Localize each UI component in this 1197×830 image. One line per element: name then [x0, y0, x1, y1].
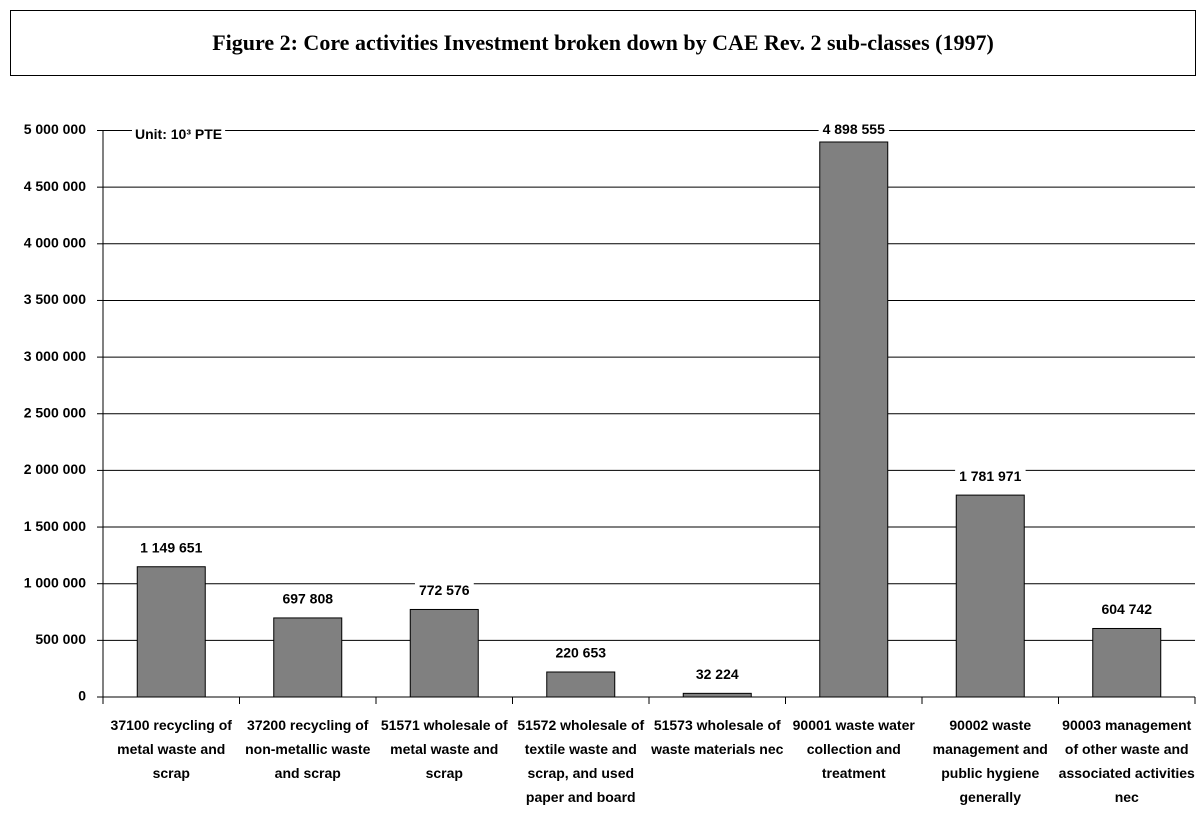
x-tick-label: 90003 management of other waste and asso… — [1058, 717, 1195, 805]
x-tick-label: 37200 recycling of non-metallic waste an… — [245, 717, 371, 781]
value-label: 220 653 — [555, 645, 606, 661]
label-bg — [818, 120, 890, 139]
chart-title: Figure 2: Core activities Investment bro… — [212, 30, 994, 55]
bar — [546, 671, 616, 698]
y-tick-label: 3 000 000 — [24, 348, 86, 364]
bar — [955, 494, 1025, 698]
value-label: 32 224 — [696, 666, 739, 682]
label-bg — [414, 581, 474, 600]
y-tick-label: 2 500 000 — [24, 404, 86, 420]
x-tick-label: 37100 recycling of metal waste and scrap — [110, 717, 232, 781]
y-tick-label: 500 000 — [35, 631, 86, 647]
value-label: 697 808 — [282, 591, 333, 607]
label-bg — [132, 125, 226, 144]
bar — [136, 566, 206, 698]
bar — [819, 141, 889, 698]
y-tick-label: 5 000 000 — [24, 121, 86, 137]
y-tick-label: 4 500 000 — [24, 178, 86, 194]
bar — [682, 692, 752, 698]
value-label: 772 576 — [419, 582, 470, 598]
y-tick-label: 2 000 000 — [24, 461, 86, 477]
label-bg — [955, 466, 1026, 485]
x-tick-label: 51572 wholesale of textile waste and scr… — [517, 717, 645, 805]
label-bg — [278, 589, 338, 608]
x-tick-label: 51571 wholesale of metal waste and scrap — [380, 717, 508, 781]
label-bg — [691, 665, 743, 684]
label-bg — [551, 643, 611, 662]
label-bg — [1097, 600, 1157, 619]
y-tick-label: 3 500 000 — [24, 291, 86, 307]
x-tick-label: 90002 waste management and public hygien… — [932, 717, 1048, 805]
title-box: Figure 2: Core activities Investment bro… — [10, 10, 1196, 76]
x-tick-label: 90001 waste water collection and treatme… — [792, 717, 915, 781]
bar — [273, 617, 343, 698]
value-label: 604 742 — [1101, 601, 1152, 617]
x-tick-label: 51573 wholesale of waste materials nec — [651, 717, 784, 757]
label-bg — [136, 538, 207, 557]
y-tick-label: 0 — [78, 688, 86, 704]
unit-note: Unit: 10³ PTE — [135, 126, 222, 142]
value-label: 1 149 651 — [140, 539, 202, 555]
y-tick-label: 1 000 000 — [24, 574, 86, 590]
value-label: 1 781 971 — [959, 468, 1021, 484]
y-tick-label: 4 000 000 — [24, 235, 86, 251]
y-tick-label: 1 500 000 — [24, 518, 86, 534]
bar — [409, 608, 479, 698]
value-label: 4 898 555 — [823, 121, 885, 137]
bar — [1092, 627, 1162, 698]
